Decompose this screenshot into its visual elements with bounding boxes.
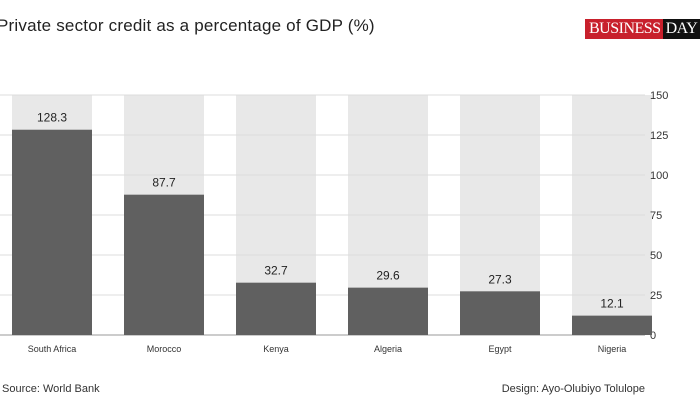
bar-algeria [348,287,428,335]
bar-kenya [236,282,316,335]
businessday-logo: BUSINESS DAY [585,19,700,39]
data-label: 27.3 [488,272,512,286]
x-tick-label: Egypt [488,344,512,354]
source-note: Source: World Bank [2,383,100,395]
chart-title: Private sector credit as a percentage of… [0,16,375,35]
y-tick-label: 0 [650,330,656,342]
bar-south-africa [12,129,92,335]
design-credit: Design: Ayo-Olubiyo Tolulope [501,383,645,395]
y-tick-label: 100 [650,170,668,182]
bar-morocco [124,194,204,335]
data-label: 32.7 [264,264,288,278]
logo-day: DAY [662,19,700,39]
x-tick-label: Algeria [374,344,402,354]
x-tick-label: Kenya [263,344,289,354]
bar-nigeria [572,315,652,335]
y-tick-label: 125 [650,130,668,142]
data-label: 12.1 [600,297,624,311]
x-tick-label: Morocco [147,344,182,354]
data-label: 87.7 [152,176,176,190]
x-tick-label: South Africa [28,344,77,354]
y-tick-label: 50 [650,250,662,262]
data-label: 128.3 [37,111,67,125]
logo-business: BUSINESS [585,19,663,39]
bar-egypt [460,291,540,335]
data-label: 29.6 [376,269,400,283]
y-tick-label: 25 [650,290,662,302]
y-tick-label: 75 [650,210,662,222]
x-tick-label: Nigeria [598,344,627,354]
y-tick-label: 150 [650,90,668,102]
